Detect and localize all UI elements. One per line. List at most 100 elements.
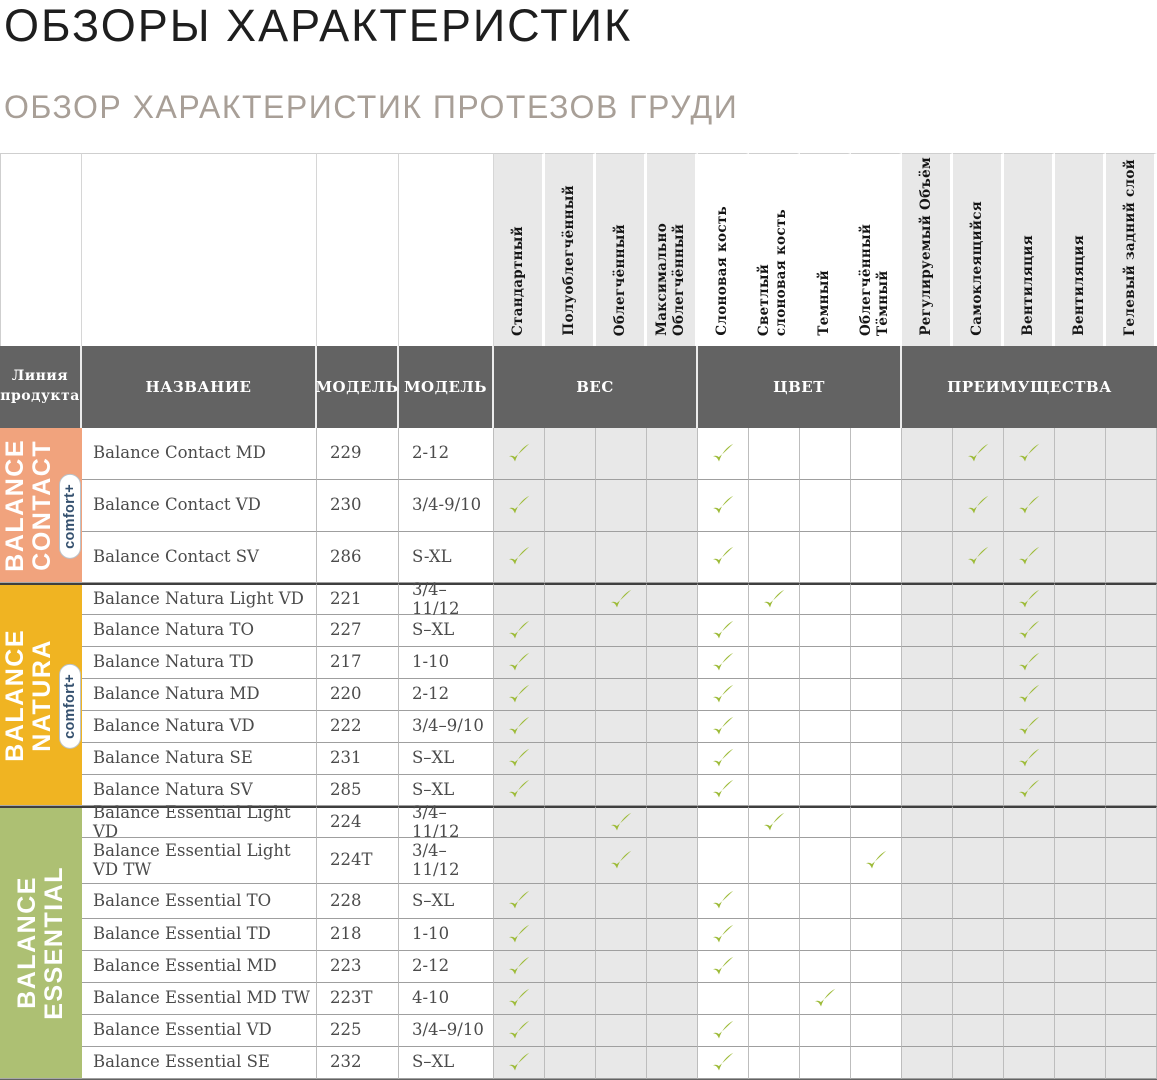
- product-sizes: S–XL: [399, 775, 494, 806]
- feature-cell: [494, 1015, 545, 1047]
- feature-cell: [1004, 806, 1055, 838]
- check-icon: [509, 495, 530, 513]
- feature-cell: [647, 775, 698, 806]
- check-icon: [713, 748, 734, 766]
- product-sizes: 3/4–11/12: [399, 838, 494, 884]
- product-model: 224T: [317, 838, 399, 884]
- feature-cell: [494, 480, 545, 532]
- feature-cell: [851, 480, 902, 532]
- feature-cell: [1004, 1047, 1055, 1079]
- product-sizes: 1-10: [399, 647, 494, 679]
- feature-cell: [545, 647, 596, 679]
- check-icon: [764, 812, 785, 830]
- feature-cell: [953, 838, 1004, 884]
- feature-column-label: Самоклеящийся: [968, 201, 985, 336]
- characteristics-table: Стандартный Полуоблегчённый Облегчённый Мак…: [0, 153, 1157, 1080]
- feature-cell: [1004, 583, 1055, 615]
- feature-cell: [494, 583, 545, 615]
- feature-cell: [800, 679, 851, 711]
- feature-cell: [596, 743, 647, 775]
- product-name: Balance Natura MD: [82, 679, 317, 711]
- feature-cell: [902, 884, 953, 919]
- feature-cell: [647, 480, 698, 532]
- header-group-2: ЦВЕТ: [698, 346, 902, 428]
- feature-cell: [800, 532, 851, 583]
- feature-cell: [953, 775, 1004, 806]
- feature-cell: [1106, 1015, 1157, 1047]
- feature-cell: [698, 983, 749, 1015]
- check-icon: [713, 684, 734, 702]
- feature-cell: [851, 838, 902, 884]
- feature-cell: [800, 647, 851, 679]
- product-name: Balance Essential TD: [82, 919, 317, 951]
- feature-column-label: Вентиляция: [1070, 235, 1087, 336]
- product-name: Balance Essential Light VD: [82, 803, 317, 840]
- feature-cell: [1055, 983, 1106, 1015]
- product-model: 217: [317, 647, 399, 679]
- check-icon: [713, 652, 734, 670]
- feature-cell: [1004, 884, 1055, 919]
- feature-cell: [749, 1015, 800, 1047]
- feature-cell: [545, 679, 596, 711]
- header-product-line: Линия продукта: [0, 346, 82, 428]
- product-sizes: S–XL: [399, 615, 494, 647]
- feature-cell: [596, 775, 647, 806]
- feature-cell: [1055, 919, 1106, 951]
- check-icon: [713, 620, 734, 638]
- feature-cell: [800, 775, 851, 806]
- feature-cell: [494, 775, 545, 806]
- feature-cell: [698, 480, 749, 532]
- product-name: Balance Essential VD: [82, 1015, 317, 1047]
- feature-cell: [902, 615, 953, 647]
- product-model: 230: [317, 480, 399, 532]
- feature-column-header-3: Облегчённый: [596, 153, 647, 346]
- feature-cell: [545, 1047, 596, 1079]
- feature-cell: [800, 428, 851, 480]
- feature-column-header-10: Самоклеящийся: [953, 153, 1004, 346]
- feature-cell: [698, 919, 749, 951]
- feature-cell: [800, 806, 851, 838]
- feature-cell: [902, 806, 953, 838]
- product-model: 221: [317, 583, 399, 615]
- header-name: НАЗВАНИЕ: [82, 346, 317, 428]
- feature-cell: [749, 884, 800, 919]
- feature-cell: [749, 775, 800, 806]
- feature-cell: [698, 806, 749, 838]
- product-name: Balance Contact MD: [82, 428, 317, 480]
- feature-cell: [749, 480, 800, 532]
- feature-cell: [1055, 480, 1106, 532]
- feature-column-header-8: Облегчённый Тёмный: [851, 153, 902, 346]
- product-name: Balance Natura TO: [82, 615, 317, 647]
- feature-cell: [698, 743, 749, 775]
- feature-cell: [749, 647, 800, 679]
- feature-cell: [1106, 480, 1157, 532]
- product-model: 225: [317, 1015, 399, 1047]
- feature-cell: [545, 919, 596, 951]
- feature-cell: [749, 615, 800, 647]
- product-sizes: 2-12: [399, 679, 494, 711]
- feature-cell: [1055, 679, 1106, 711]
- product-sizes: S–XL: [399, 743, 494, 775]
- feature-cell: [647, 884, 698, 919]
- feature-cell: [1004, 743, 1055, 775]
- feature-cell: [851, 951, 902, 983]
- feature-cell: [1004, 647, 1055, 679]
- feature-cell: [902, 951, 953, 983]
- feature-cell: [953, 647, 1004, 679]
- feature-cell: [851, 983, 902, 1015]
- product-sizes: S–XL: [399, 1047, 494, 1079]
- product-line-label: BALANCE ESSENTIAL: [0, 806, 82, 1079]
- feature-cell: [647, 679, 698, 711]
- check-icon: [713, 546, 734, 565]
- feature-cell: [1004, 919, 1055, 951]
- feature-cell: [494, 983, 545, 1015]
- feature-cell: [851, 679, 902, 711]
- check-icon: [611, 812, 632, 830]
- check-icon: [1019, 495, 1040, 513]
- check-icon: [509, 620, 530, 638]
- feature-cell: [545, 806, 596, 838]
- check-icon: [713, 716, 734, 734]
- feature-cell: [1106, 583, 1157, 615]
- feature-cell: [647, 951, 698, 983]
- feature-cell: [749, 983, 800, 1015]
